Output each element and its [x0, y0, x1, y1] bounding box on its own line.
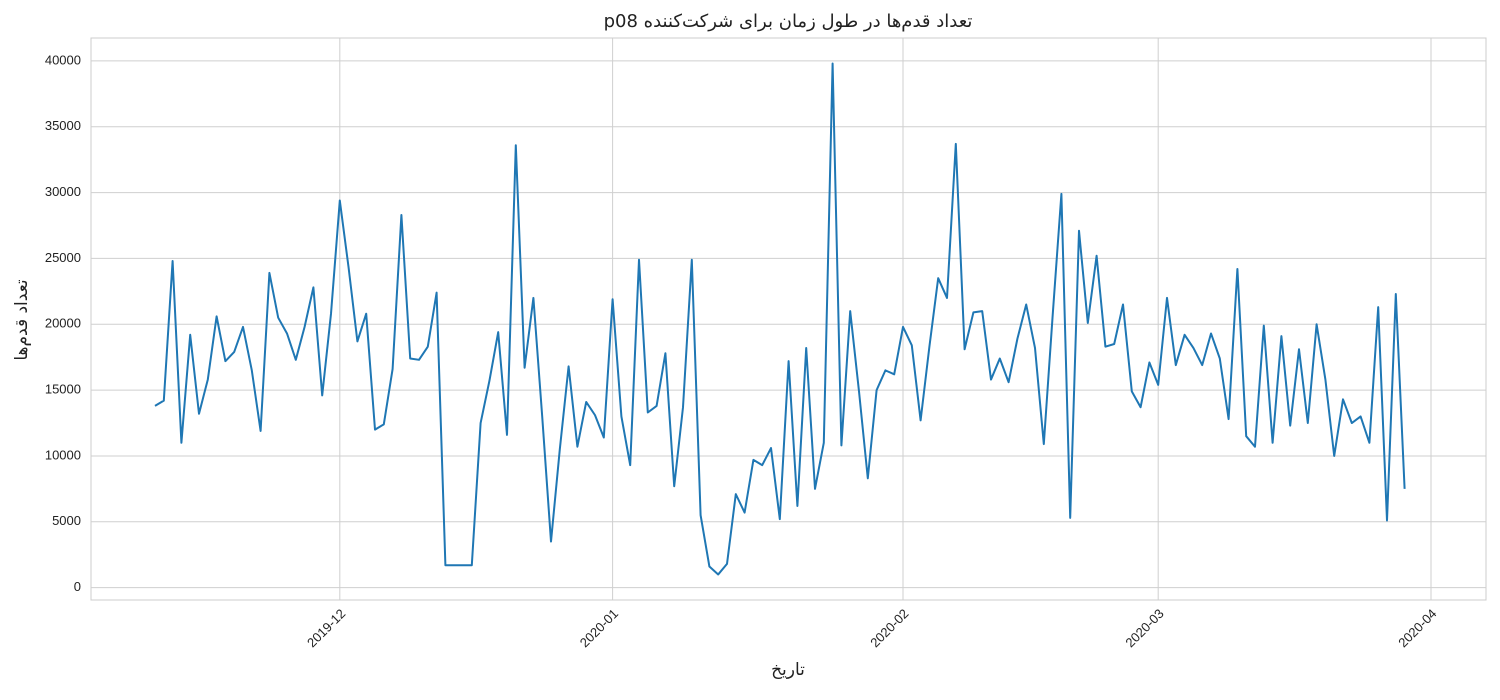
x-tick-label: 2020-04: [1395, 606, 1439, 650]
plot-area: [90, 37, 1487, 601]
y-tick-label: 0: [74, 579, 81, 594]
x-tick-label: 2020-03: [1122, 606, 1166, 650]
x-tick-label: 2020-02: [867, 606, 911, 650]
y-tick-label: 5000: [52, 513, 81, 528]
y-tick-label: 40000: [45, 52, 81, 67]
y-tick-label: 15000: [45, 382, 81, 397]
x-tick-label: 2020-01: [577, 606, 621, 650]
x-tick-label: 2019-12: [304, 606, 348, 650]
y-tick-label: 10000: [45, 447, 81, 462]
y-tick-label: 20000: [45, 316, 81, 331]
x-axis-label: تاریخ: [771, 660, 805, 680]
line-series: [154, 62, 1406, 576]
y-tick-label: 35000: [45, 118, 81, 133]
chart-title: تعداد قدم‌ها در طول زمان برای شرکت‌کننده…: [604, 11, 973, 32]
y-tick-label: 30000: [45, 184, 81, 199]
y-tick-label: 25000: [45, 250, 81, 265]
y-axis-label: تعداد قدم‌ها: [12, 279, 32, 361]
